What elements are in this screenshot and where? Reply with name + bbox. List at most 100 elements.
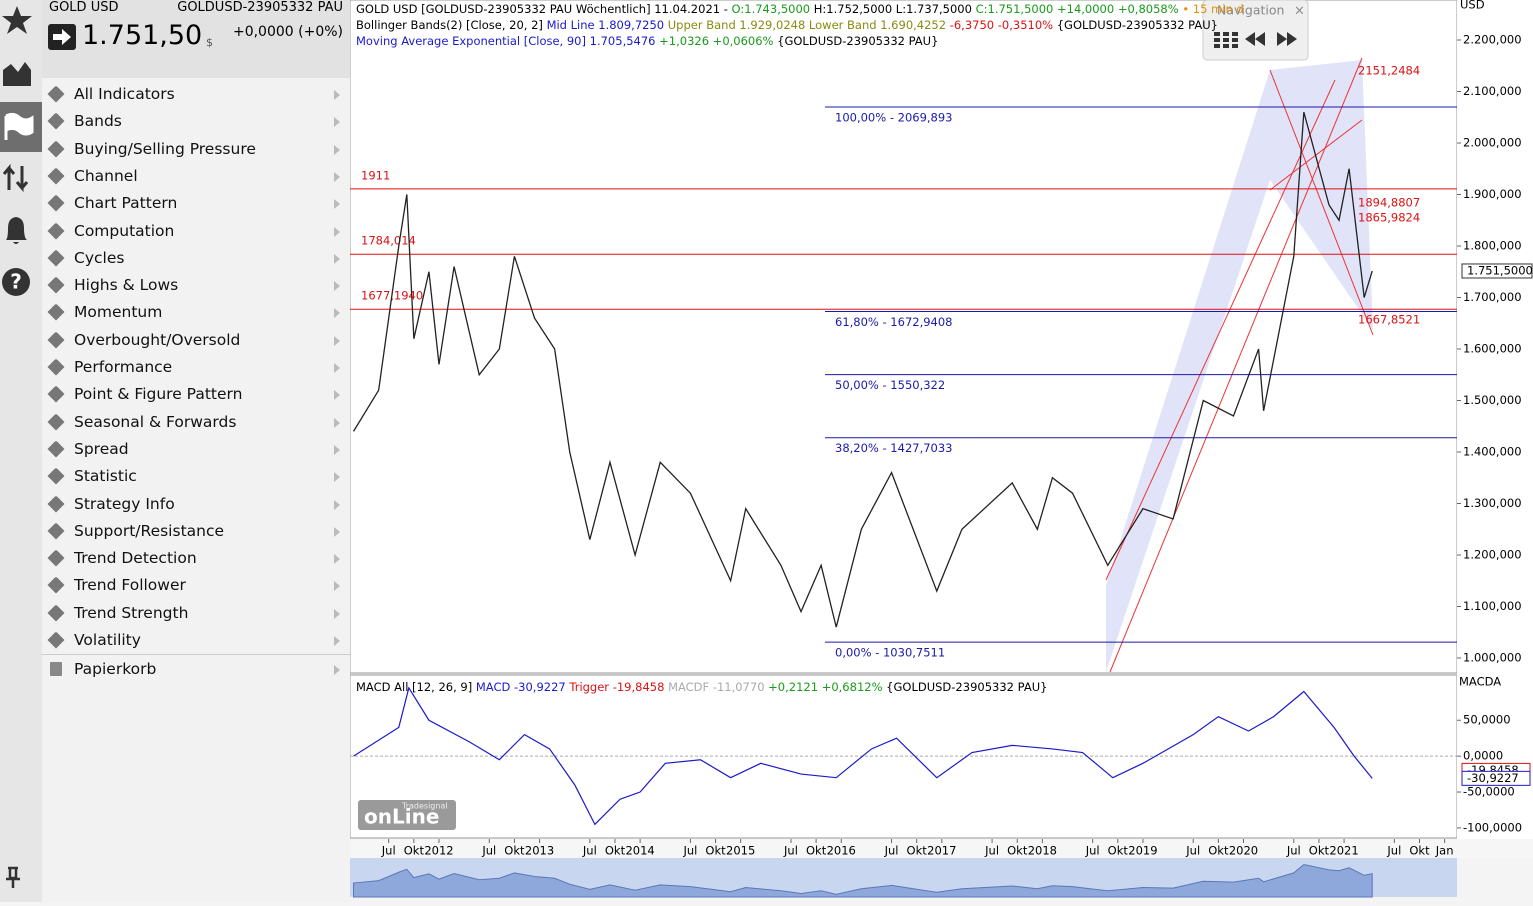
tag-icon — [47, 576, 65, 594]
legend-segment: MACD -30,9227 — [476, 680, 570, 694]
legend-segment: {GOLDUSD-23905332 PAU} — [886, 680, 1047, 694]
pin-icon[interactable] — [6, 866, 20, 888]
x-tick-label: Okt — [907, 844, 928, 858]
menu-item[interactable]: Highs & Lows — [74, 276, 179, 295]
logo-box — [358, 800, 456, 830]
currency: $ — [206, 36, 213, 49]
menu-item[interactable]: Trend Follower — [74, 576, 186, 595]
submenu-arrow — [334, 90, 340, 100]
trend-channel — [1105, 57, 1374, 673]
y2-tick-label: -50,0000 — [1463, 785, 1515, 799]
y-tick-label: 1.300,000 — [1463, 496, 1522, 510]
submenu-arrow — [334, 308, 340, 319]
trade-button[interactable] — [48, 24, 76, 50]
menu-item[interactable]: Momentum — [74, 303, 163, 322]
back-button[interactable] — [1245, 32, 1265, 46]
tag-icon — [47, 85, 65, 103]
forward-button[interactable] — [1277, 32, 1297, 46]
logo: onLine Tradesignal — [358, 800, 456, 830]
tag-icon — [47, 222, 65, 239]
tag-icon — [47, 140, 65, 158]
tag-icon — [47, 112, 65, 130]
y-tick-label: 1.200,000 — [1463, 547, 1522, 561]
menu-item[interactable]: Trend Strength — [74, 603, 189, 622]
submenu-arrow — [334, 636, 340, 646]
legend-segment: Mid Line 1.809,7250 — [547, 18, 668, 32]
x-tick-label: Jul — [783, 844, 798, 858]
x-tick-label: Jul — [381, 844, 396, 858]
submenu-arrow — [334, 117, 340, 128]
fib-label: 0,00% - 1030,7511 — [835, 646, 945, 660]
menu-item[interactable]: Overbought/Oversold — [74, 330, 241, 349]
menu-item[interactable]: Support/Resistance — [74, 521, 225, 540]
x-tick-label: Okt — [806, 844, 827, 858]
x-tick-label: Jul — [1185, 844, 1200, 858]
x-tick-label: Okt — [1208, 844, 1229, 858]
menu-item[interactable]: Performance — [74, 358, 173, 376]
x-tick-label: Okt — [705, 844, 726, 858]
trash-item[interactable]: Papierkorb — [74, 660, 157, 678]
submenu-arrow — [334, 608, 340, 619]
legend-segment: H:1.752,5000 L:1.737,5000 — [814, 2, 976, 16]
menu-item[interactable]: Point & Figure Pattern — [74, 385, 243, 404]
transfer-icon[interactable] — [2, 163, 29, 193]
popup-close[interactable]: × — [1294, 4, 1305, 19]
arrow-shape — [53, 29, 71, 45]
y2-tick-label: 50,0000 — [1463, 713, 1511, 727]
grid-button[interactable] — [1214, 32, 1238, 48]
tag-icon — [47, 549, 65, 567]
menu-item[interactable]: Computation — [74, 221, 175, 240]
channel-line — [1269, 69, 1374, 336]
submenu-arrow — [334, 253, 340, 264]
favorites-icon[interactable] — [2, 6, 32, 34]
submenu-arrow — [334, 526, 340, 537]
macd-marker — [1461, 770, 1531, 786]
legend-segment: MACD All [12, 26, 9] — [356, 680, 476, 694]
x-tick-label: Jan — [1435, 844, 1454, 858]
logo-brand: Tradesignal — [401, 802, 448, 811]
tag-icon — [47, 522, 65, 540]
menu-item[interactable]: Chart Pattern — [74, 194, 178, 213]
menu-item[interactable]: Spread — [74, 439, 129, 458]
axis-label: USD — [1460, 0, 1485, 12]
alert-icon[interactable] — [6, 217, 27, 244]
menu-item[interactable]: All Indicators — [74, 85, 175, 103]
y-tick-label: 1.500,000 — [1463, 393, 1522, 407]
menu-item[interactable]: Volatility — [74, 631, 141, 649]
quote-header: GOLD USD GOLDUSD-23905332 PAU 1.751,50 $… — [42, 0, 350, 78]
chart-icon[interactable] — [3, 62, 31, 86]
submenu-arrow — [334, 390, 340, 401]
fib-label: 100,00% - 2069,893 — [835, 111, 953, 125]
menu-item[interactable]: Seasonal & Forwards — [74, 412, 237, 431]
x-tick-label: Jul — [481, 844, 496, 858]
legend-segment: Trigger -19,8458 — [568, 680, 668, 694]
symbol: GOLD USD — [49, 0, 119, 15]
y2-tick-label: 0,0000 — [1463, 749, 1503, 763]
tag-icon — [47, 385, 65, 403]
menu-item[interactable]: Strategy Info — [74, 494, 175, 513]
x-tick-label: 2012 — [424, 844, 453, 858]
y-tick-label: 1.000,000 — [1463, 650, 1522, 664]
legend-segment: Bollinger Bands(2) [Close, 20, 2] — [356, 18, 547, 32]
navigation-popup[interactable]: Navigation × — [1202, 0, 1309, 61]
popup-title: Navigation — [1217, 3, 1284, 18]
menu-item[interactable]: Statistic — [74, 467, 137, 486]
submenu-arrow — [334, 444, 340, 455]
menu-item[interactable]: Cycles — [74, 248, 125, 267]
y-tick-label: 1.800,000 — [1463, 239, 1522, 253]
menu-item[interactable]: Channel — [74, 166, 138, 185]
submenu-arrow — [334, 363, 340, 373]
menu-item[interactable]: Bands — [74, 112, 122, 131]
tag-icon — [47, 167, 65, 185]
menu-item[interactable]: Trend Detection — [74, 549, 197, 568]
channel-fill — [1106, 60, 1373, 672]
legend-segment: • 15 min d — [1182, 2, 1243, 16]
indicator-icon[interactable] — [4, 112, 34, 140]
channel-label: 1894,8807 — [1358, 196, 1420, 210]
submenu-arrow — [334, 665, 340, 675]
menu-item[interactable]: Buying/Selling Pressure — [74, 139, 256, 158]
help-icon[interactable] — [2, 268, 30, 296]
channel-line — [1109, 57, 1363, 673]
legend-line: Bollinger Bands(2) [Close, 20, 2] Mid Li… — [356, 18, 1218, 32]
